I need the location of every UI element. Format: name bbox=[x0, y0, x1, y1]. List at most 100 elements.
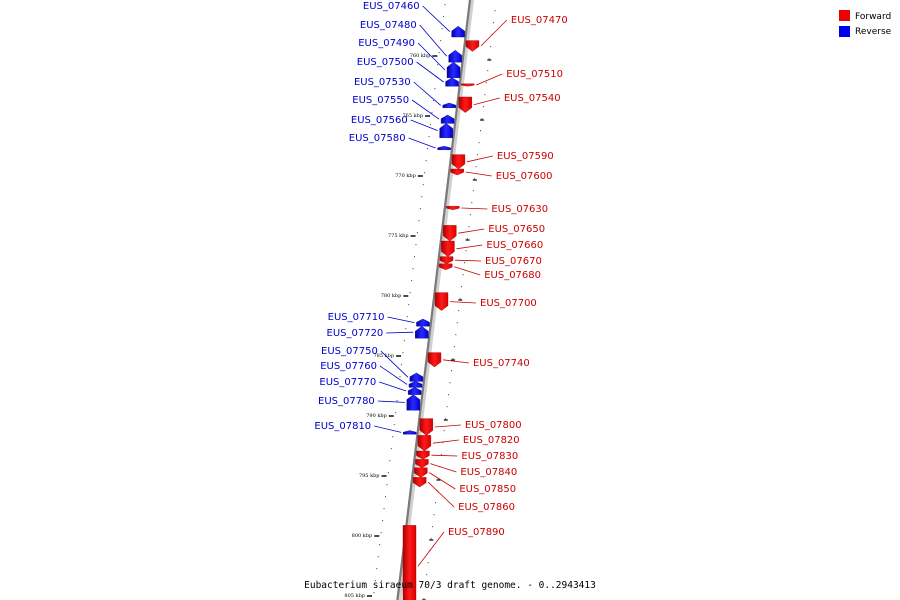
gene-label-forward[interactable]: EUS_07800 bbox=[465, 420, 522, 431]
gene-label-forward[interactable]: EUS_07630 bbox=[491, 204, 548, 215]
scale-dot bbox=[440, 454, 442, 456]
reverse-gene[interactable] bbox=[415, 325, 429, 339]
reverse-gene[interactable] bbox=[440, 114, 455, 124]
label-connector bbox=[461, 207, 488, 210]
gene-label-reverse[interactable]: EUS_07780 bbox=[318, 396, 375, 407]
reverse-gene[interactable] bbox=[402, 430, 417, 435]
gene-label-forward[interactable]: EUS_07860 bbox=[458, 502, 515, 513]
gene-label-reverse[interactable]: EUS_07560 bbox=[351, 115, 408, 126]
gene-label-reverse[interactable]: EUS_07550 bbox=[352, 95, 409, 106]
label-connector bbox=[419, 24, 448, 57]
forward-gene[interactable] bbox=[446, 206, 460, 211]
gene-label-forward[interactable]: EUS_07470 bbox=[511, 15, 568, 26]
forward-gene[interactable] bbox=[415, 459, 429, 469]
forward-gene[interactable] bbox=[419, 418, 434, 436]
gene-label-reverse[interactable]: EUS_07810 bbox=[314, 421, 371, 432]
scale-dot bbox=[462, 274, 464, 276]
scale-dot bbox=[464, 262, 466, 264]
forward-gene[interactable] bbox=[414, 467, 428, 478]
gene-label-forward[interactable]: EUS_07650 bbox=[488, 224, 545, 235]
gene-label-forward[interactable]: EUS_07660 bbox=[486, 240, 543, 251]
gene-label-forward[interactable]: EUS_07700 bbox=[480, 298, 537, 309]
label-connector bbox=[465, 171, 492, 177]
label-connector bbox=[456, 244, 483, 250]
reverse-gene[interactable] bbox=[408, 381, 423, 388]
tick-label: 790 kbp bbox=[366, 413, 387, 419]
scale-dot bbox=[423, 598, 425, 600]
scale-dot bbox=[374, 580, 376, 582]
forward-gene[interactable] bbox=[441, 240, 455, 257]
forward-gene[interactable] bbox=[439, 256, 454, 265]
label-connector bbox=[427, 481, 455, 508]
gene-features bbox=[402, 25, 480, 600]
reverse-gene[interactable] bbox=[446, 61, 461, 78]
scale-dot bbox=[458, 310, 460, 312]
reverse-gene[interactable] bbox=[445, 77, 459, 87]
forward-gene[interactable] bbox=[465, 40, 480, 52]
scale-dot bbox=[487, 70, 489, 72]
gene-label-reverse[interactable]: EUS_07460 bbox=[363, 1, 420, 12]
reverse-gene[interactable] bbox=[439, 123, 453, 138]
gene-label-forward[interactable]: EUS_07670 bbox=[485, 256, 542, 267]
gene-label-reverse[interactable]: EUS_07500 bbox=[357, 57, 414, 68]
gene-label-forward[interactable]: EUS_07680 bbox=[484, 270, 541, 281]
scale-dot bbox=[469, 214, 471, 216]
scale-dot bbox=[399, 376, 401, 378]
gene-label-forward[interactable]: EUS_07510 bbox=[506, 69, 563, 80]
forward-gene[interactable] bbox=[417, 435, 432, 452]
forward-gene[interactable] bbox=[412, 477, 427, 488]
forward-gene[interactable] bbox=[439, 263, 453, 271]
scale-dot bbox=[437, 64, 439, 66]
reverse-gene[interactable] bbox=[442, 102, 456, 108]
scale-dot bbox=[393, 424, 395, 426]
scale-dot bbox=[402, 352, 404, 354]
label-connector bbox=[413, 81, 442, 106]
gene-label-reverse[interactable]: EUS_07530 bbox=[354, 77, 411, 88]
gene-label-forward[interactable]: EUS_07600 bbox=[496, 171, 553, 182]
gene-label-reverse[interactable]: EUS_07760 bbox=[320, 361, 377, 372]
gene-label-reverse[interactable]: EUS_07490 bbox=[358, 38, 415, 49]
forward-gene[interactable] bbox=[427, 352, 442, 368]
forward-gene[interactable] bbox=[434, 292, 449, 311]
legend-reverse[interactable]: Reverse bbox=[839, 26, 892, 37]
label-connector bbox=[432, 439, 459, 444]
gene-label-reverse[interactable]: EUS_07580 bbox=[349, 133, 406, 144]
gene-label-forward[interactable]: EUS_07850 bbox=[459, 484, 516, 495]
gene-label-forward[interactable]: EUS_07840 bbox=[460, 467, 517, 478]
gene-label-forward[interactable]: EUS_07830 bbox=[461, 451, 518, 462]
gene-label-reverse[interactable]: EUS_07770 bbox=[319, 377, 376, 388]
scale-dots bbox=[373, 4, 496, 600]
forward-gene[interactable] bbox=[443, 225, 457, 242]
gene-label-reverse[interactable]: EUS_07720 bbox=[327, 328, 384, 339]
forward-gene[interactable] bbox=[402, 525, 417, 600]
gene-label-reverse[interactable]: EUS_07710 bbox=[328, 312, 385, 323]
forward-gene[interactable] bbox=[416, 450, 430, 460]
scale-dot bbox=[392, 436, 394, 438]
reverse-gene[interactable] bbox=[416, 318, 430, 327]
forward-gene[interactable] bbox=[458, 96, 473, 113]
reverse-gene[interactable] bbox=[448, 49, 462, 63]
reverse-gene[interactable] bbox=[407, 387, 422, 395]
gene-label-reverse[interactable]: EUS_07750 bbox=[321, 346, 378, 357]
gene-label-forward[interactable]: EUS_07820 bbox=[463, 435, 520, 446]
gene-label-reverse[interactable]: EUS_07480 bbox=[360, 20, 417, 31]
scale-dot bbox=[493, 22, 495, 24]
forward-gene[interactable] bbox=[450, 168, 464, 176]
gene-label-forward[interactable]: EUS_07890 bbox=[448, 527, 505, 538]
scale-dot bbox=[431, 112, 433, 114]
reverse-gene[interactable] bbox=[409, 372, 424, 382]
legend-forward[interactable]: Forward bbox=[839, 10, 891, 22]
label-connector bbox=[374, 425, 402, 433]
scale-dot bbox=[384, 496, 386, 498]
forward-gene[interactable] bbox=[461, 83, 475, 87]
reverse-gene[interactable] bbox=[451, 25, 465, 38]
gene-label-forward[interactable]: EUS_07590 bbox=[497, 151, 554, 162]
reverse-gene[interactable] bbox=[406, 394, 421, 411]
gene-label-forward[interactable]: EUS_07540 bbox=[504, 93, 561, 104]
scale-dot bbox=[430, 538, 432, 540]
scale-dot bbox=[444, 4, 446, 6]
forward-gene[interactable] bbox=[451, 154, 466, 170]
scale-dot bbox=[376, 568, 378, 570]
reverse-gene[interactable] bbox=[437, 145, 451, 150]
gene-label-forward[interactable]: EUS_07740 bbox=[473, 358, 530, 369]
